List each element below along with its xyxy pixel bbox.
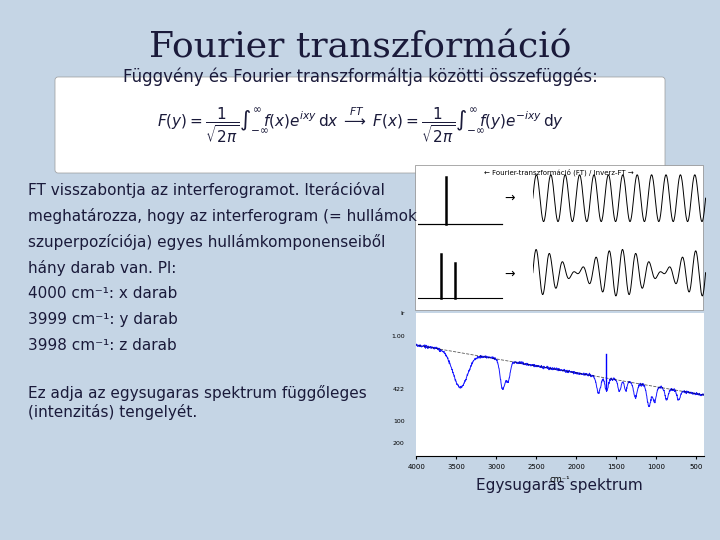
Text: FT visszabontja az interferogramot. Iterációval: FT visszabontja az interferogramot. Iter…	[28, 182, 385, 198]
Text: meghatározza, hogy az interferogram (= hullámok: meghatározza, hogy az interferogram (= h…	[28, 208, 417, 224]
FancyBboxPatch shape	[55, 77, 665, 173]
Text: Fourier transzformáció: Fourier transzformáció	[149, 30, 571, 64]
Text: 422: 422	[392, 387, 405, 392]
Text: 100: 100	[393, 419, 405, 424]
Text: 200: 200	[393, 441, 405, 446]
Text: Ez adja az egysugaras spektrum függőleges: Ez adja az egysugaras spektrum függőlege…	[28, 386, 366, 401]
Text: hány darab van. Pl:: hány darab van. Pl:	[28, 260, 176, 276]
Text: ← Fourier-transzformáció (FT) / Inverz-FT →: ← Fourier-transzformáció (FT) / Inverz-F…	[484, 168, 634, 176]
Text: Ir: Ir	[400, 310, 405, 316]
Text: $\rightarrow$: $\rightarrow$	[502, 266, 516, 279]
Text: (intenzitás) tengelyét.: (intenzitás) tengelyét.	[28, 404, 197, 420]
Text: 3999 cm⁻¹: y darab: 3999 cm⁻¹: y darab	[28, 312, 178, 327]
Text: 1.00: 1.00	[391, 334, 405, 339]
Text: 4000 cm⁻¹: x darab: 4000 cm⁻¹: x darab	[28, 286, 177, 301]
FancyBboxPatch shape	[415, 165, 703, 310]
Text: 3998 cm⁻¹: z darab: 3998 cm⁻¹: z darab	[28, 338, 176, 353]
Text: Függvény és Fourier transzformáltja közötti összefüggés:: Függvény és Fourier transzformáltja közö…	[122, 68, 598, 86]
X-axis label: cm⁻¹: cm⁻¹	[550, 476, 570, 484]
Text: $\rightarrow$: $\rightarrow$	[502, 191, 516, 204]
Text: $F(y) = \dfrac{1}{\sqrt{2\pi}}\int_{-\infty}^{\infty}\!\!f(x)e^{ixy}\,\mathrm{d}: $F(y) = \dfrac{1}{\sqrt{2\pi}}\int_{-\in…	[156, 105, 564, 145]
Text: Egysugaras spektrum: Egysugaras spektrum	[476, 478, 642, 493]
Text: szuperpozíciója) egyes hullámkomponenseiből: szuperpozíciója) egyes hullámkomponensei…	[28, 234, 385, 250]
